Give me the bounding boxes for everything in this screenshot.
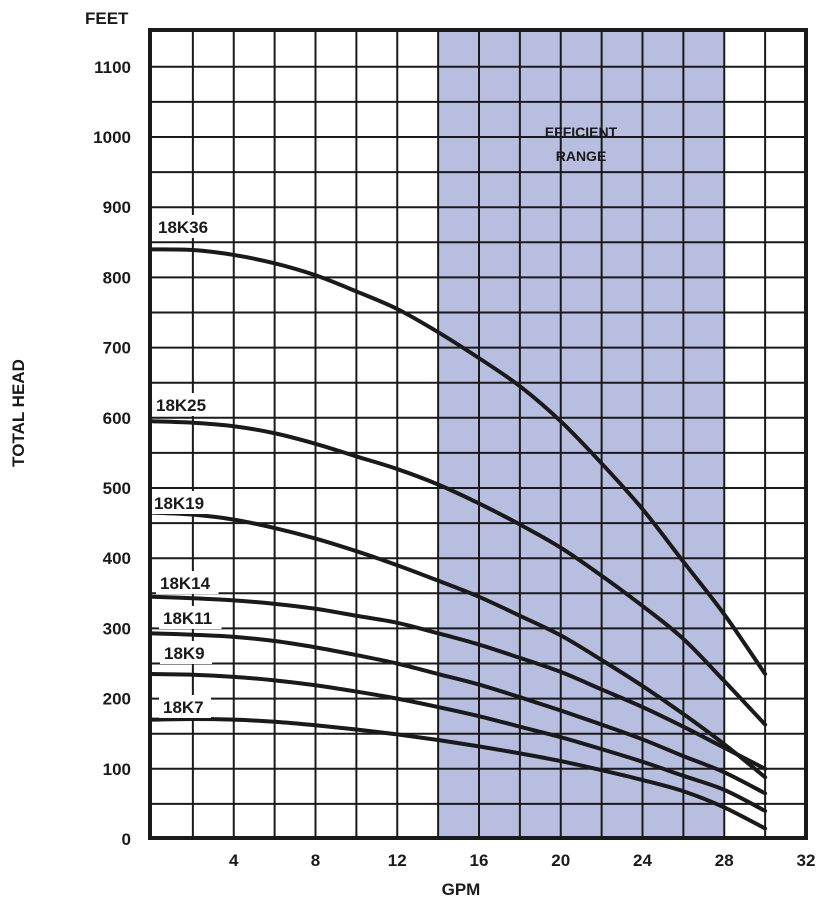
x-tick-label: 28	[715, 851, 734, 870]
x-tick-label: 20	[551, 851, 570, 870]
grid-lines	[150, 30, 806, 838]
x-axis-title: GPM	[442, 880, 481, 899]
y-tick-label: 1000	[93, 128, 131, 147]
curve-labels: 18K36 18K25 18K19 18K14 18K11 18K9 18K7	[150, 215, 222, 718]
curve-18k36	[150, 247, 768, 677]
x-tick-label: 8	[311, 851, 320, 870]
y-tick-label: 600	[103, 409, 131, 428]
curve-label-18k7: 18K7	[163, 698, 204, 717]
y-tick-labels: 0 100 200 300 400 500 600 700 800 900 1000 1100	[93, 58, 131, 849]
curve-18k14	[150, 594, 768, 771]
y-unit-label: FEET	[85, 9, 129, 28]
x-tick-label: 32	[797, 851, 816, 870]
plot-frame	[148, 28, 808, 840]
curve-18k9	[150, 672, 768, 813]
curve-label-box-18k19	[150, 491, 213, 514]
x-tick-label: 24	[633, 851, 652, 870]
curve-label-18k14: 18K14	[160, 574, 211, 593]
y-tick-label: 500	[103, 479, 131, 498]
curve-label-box-18k9	[160, 641, 212, 664]
y-tick-label: 300	[103, 619, 131, 638]
curve-18k11	[150, 631, 768, 796]
efficient-range-region	[438, 30, 725, 838]
curve-18k7	[150, 716, 768, 831]
x-tick-label: 12	[388, 851, 407, 870]
x-tick-label: 4	[229, 851, 239, 870]
y-tick-label: 400	[103, 549, 131, 568]
x-tick-label: 16	[470, 851, 489, 870]
y-tick-label: 0	[122, 830, 131, 849]
curve-label-18k19: 18K19	[154, 494, 204, 513]
pump-curves	[150, 247, 768, 831]
y-tick-label: 100	[103, 760, 131, 779]
curve-label-18k25: 18K25	[156, 396, 206, 415]
y-tick-label: 900	[103, 198, 131, 217]
curve-label-18k36: 18K36	[158, 218, 208, 237]
curve-label-box-18k14	[156, 571, 219, 594]
curve-label-18k11: 18K11	[163, 609, 212, 628]
y-tick-label: 1100	[94, 58, 131, 77]
efficient-range-band	[438, 30, 725, 838]
curve-18k19	[150, 510, 768, 780]
efficient-range-label-line1: EFFICIENT	[545, 124, 618, 140]
y-tick-label: 700	[103, 339, 131, 358]
x-tick-labels: 4 8 12 16 20 24 28 32	[229, 851, 815, 870]
y-axis-title: TOTAL HEAD	[9, 359, 28, 467]
curve-label-box-18k11	[159, 606, 222, 629]
y-tick-label: 200	[103, 690, 131, 709]
curve-label-box-18k25	[152, 393, 215, 416]
curve-18k25	[150, 419, 768, 727]
efficient-range-label-line2: RANGE	[556, 148, 607, 164]
curve-label-18k9: 18K9	[164, 644, 205, 663]
curve-label-box-18k7	[159, 695, 211, 718]
curve-label-box-18k36	[154, 215, 217, 238]
y-tick-label: 800	[103, 268, 131, 287]
